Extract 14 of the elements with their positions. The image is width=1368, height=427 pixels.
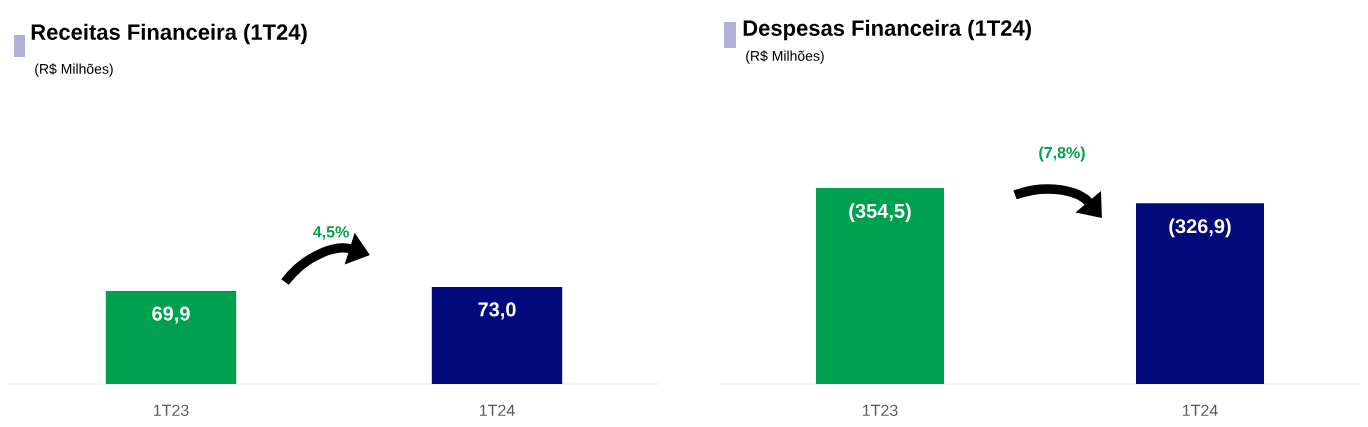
chart-title: Receitas Financeira (1T24)	[31, 23, 307, 45]
x-tick-label: 1T24	[479, 404, 515, 416]
chart-title: Despesas Financeira (1T24)	[743, 19, 1031, 41]
text: 4,5%	[313, 226, 349, 240]
x-tick-label: 1T23	[153, 404, 189, 417]
data-label: 73,0	[478, 302, 516, 320]
x-tick-label: 1T24	[1182, 404, 1218, 416]
x-tick-label: 1T23	[862, 404, 898, 417]
data-label: (354,5)	[849, 203, 911, 222]
data-label: (326,9)	[1169, 218, 1231, 238]
chart-subtitle: (R$ Milhões)	[35, 63, 113, 77]
chart-subtitle: (R$ Milhões)	[746, 50, 824, 64]
text: (7,8%)	[1039, 146, 1085, 162]
data-label: 69,9	[152, 306, 190, 324]
